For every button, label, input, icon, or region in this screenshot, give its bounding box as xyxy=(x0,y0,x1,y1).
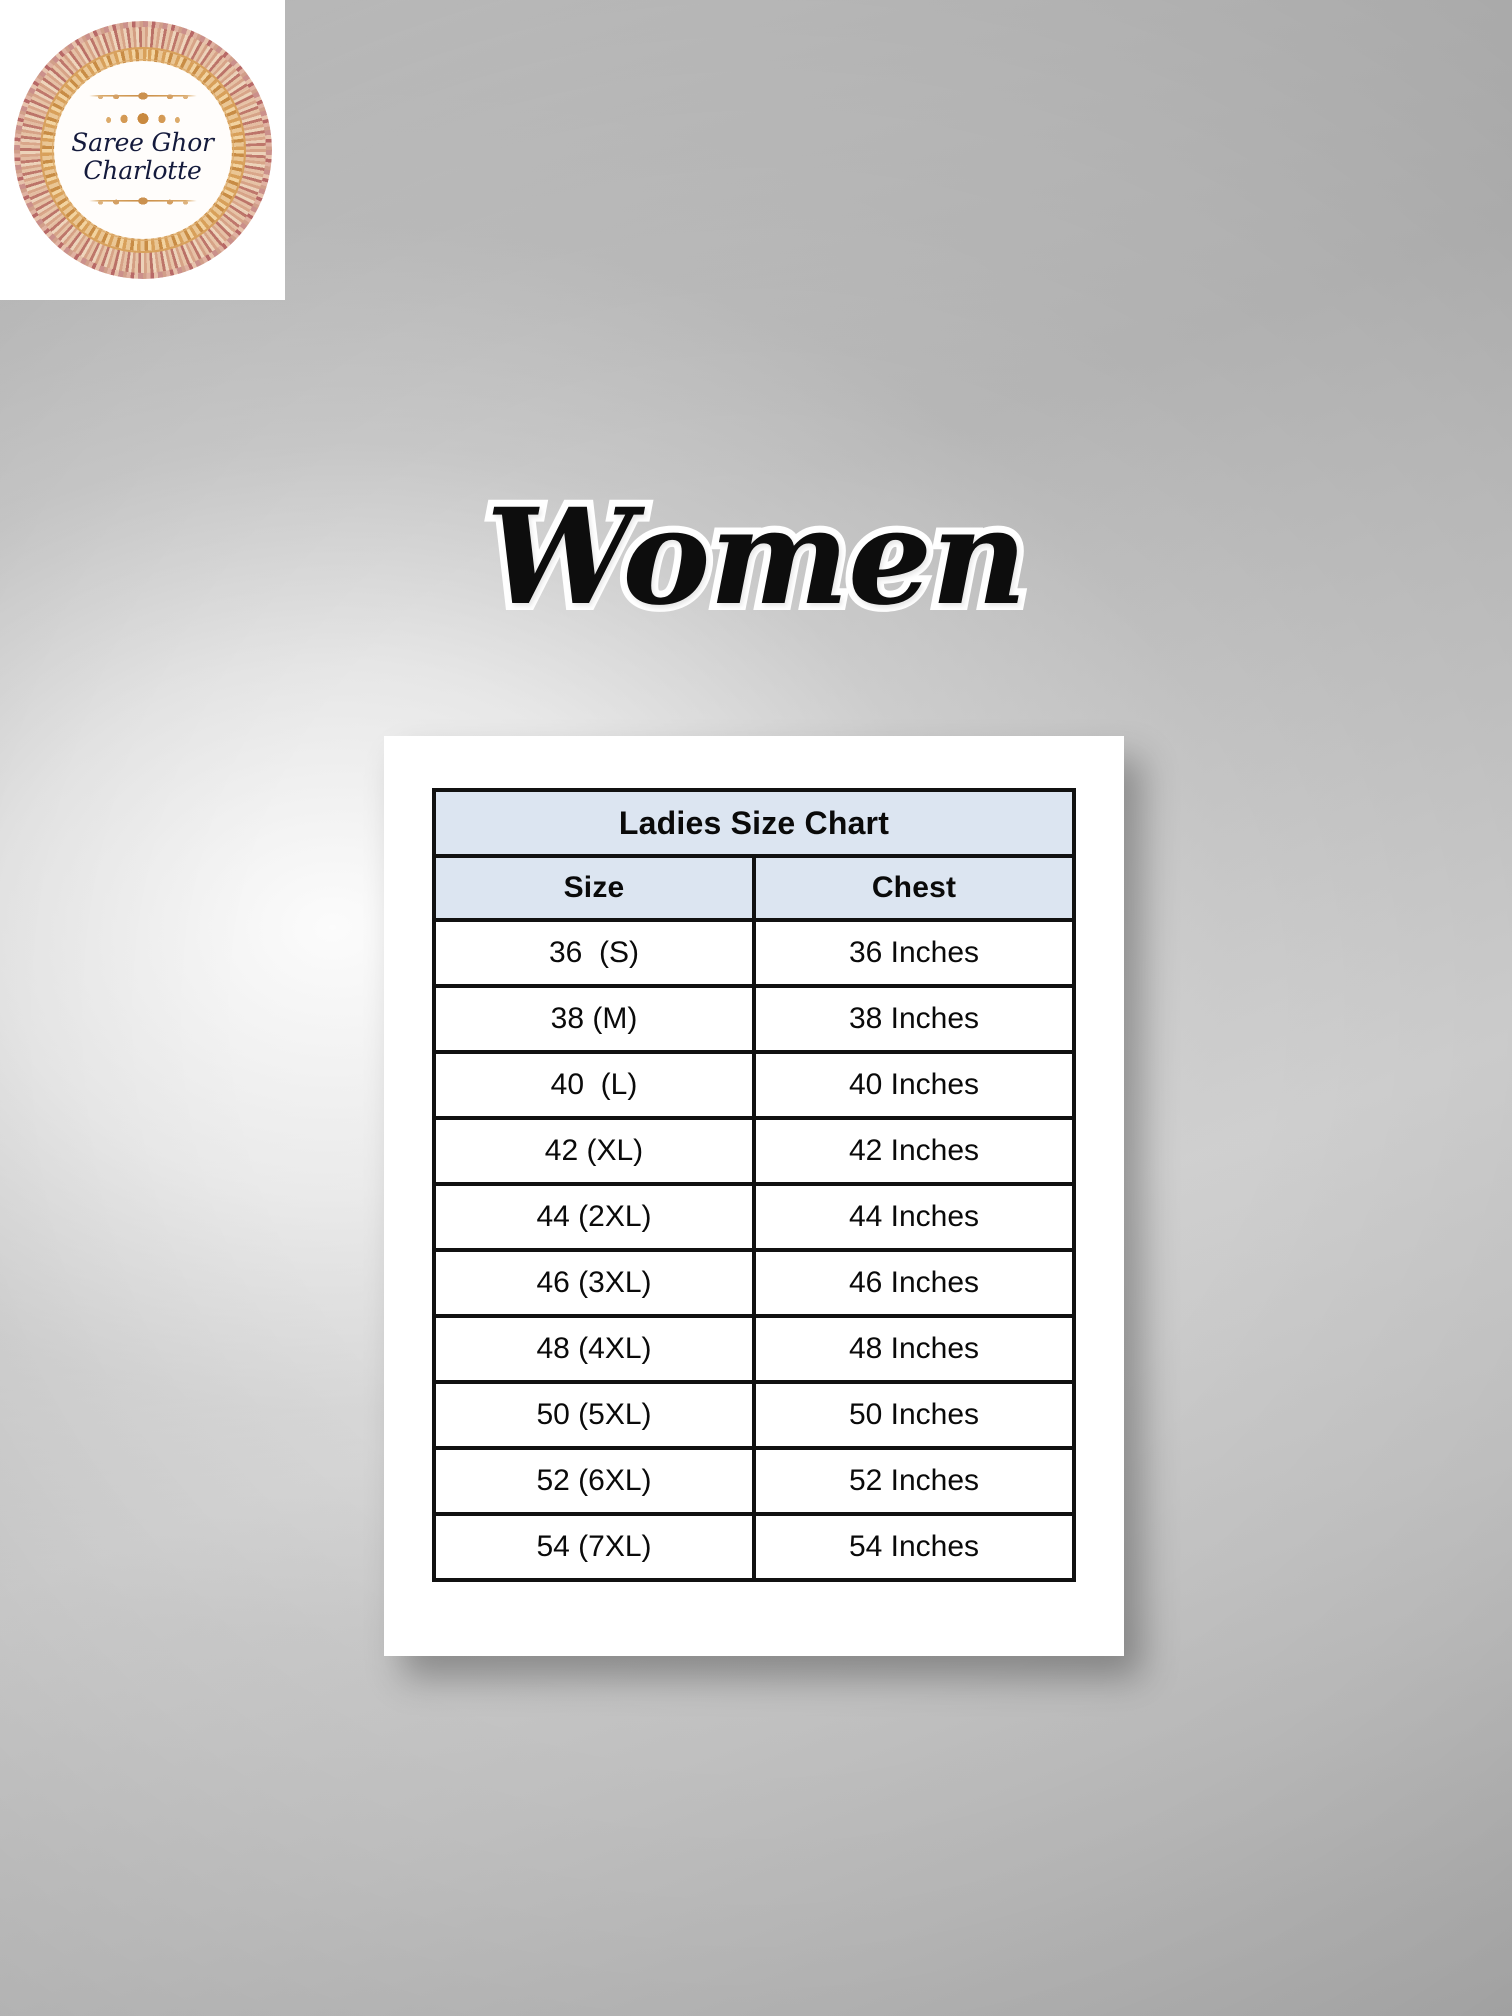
cell-size: 44 (2XL) xyxy=(432,1182,756,1252)
table-title-row: Ladies Size Chart xyxy=(432,788,1076,858)
cell-chest: 46 Inches xyxy=(752,1248,1076,1318)
medallion-inner-field: Saree Ghor Charlotte xyxy=(53,61,232,239)
medallion-thin-ring-inner xyxy=(51,59,234,241)
cell-chest: 36 Inches xyxy=(752,918,1076,988)
cell-chest: 52 Inches xyxy=(752,1446,1076,1516)
cell-chest: 54 Inches xyxy=(752,1512,1076,1582)
table-row: 48 (4XL) 48 Inches xyxy=(432,1314,1076,1384)
cell-size: 40 (L) xyxy=(432,1050,756,1120)
cell-chest: 38 Inches xyxy=(752,984,1076,1054)
brand-name-line1: Saree Ghor xyxy=(71,128,214,157)
crown-ornament-icon xyxy=(99,106,186,124)
table-row: 50 (5XL) 50 Inches xyxy=(432,1380,1076,1450)
table-row: 42 (XL) 42 Inches xyxy=(432,1116,1076,1186)
cell-size: 38 (M) xyxy=(432,984,756,1054)
cell-size: 54 (7XL) xyxy=(432,1512,756,1582)
table-row: 44 (2XL) 44 Inches xyxy=(432,1182,1076,1252)
cell-size: 50 (5XL) xyxy=(432,1380,756,1450)
flourish-top-icon xyxy=(86,88,199,104)
cell-size: 42 (XL) xyxy=(432,1116,756,1186)
mandala-medallion-icon: Saree Ghor Charlotte xyxy=(13,21,272,279)
table-row: 54 (7XL) 54 Inches xyxy=(432,1512,1076,1582)
cell-size: 52 (6XL) xyxy=(432,1446,756,1516)
cell-size: 36 (S) xyxy=(432,918,756,988)
cell-chest: 48 Inches xyxy=(752,1314,1076,1384)
table-row: 46 (3XL) 46 Inches xyxy=(432,1248,1076,1318)
brand-logo-badge: Saree Ghor Charlotte xyxy=(0,0,285,300)
brand-name-line2: Charlotte xyxy=(83,156,202,185)
brand-name: Saree Ghor Charlotte xyxy=(71,129,214,185)
cell-size: 46 (3XL) xyxy=(432,1248,756,1318)
page-title: Women xyxy=(479,480,1034,635)
table-row: 38 (M) 38 Inches xyxy=(432,984,1076,1054)
column-header-size: Size xyxy=(432,854,756,922)
cell-chest: 50 Inches xyxy=(752,1380,1076,1450)
cell-chest: 40 Inches xyxy=(752,1050,1076,1120)
size-chart-card: Ladies Size Chart Size Chest 36 (S) 36 I… xyxy=(384,736,1124,1656)
cell-chest: 44 Inches xyxy=(752,1182,1076,1252)
column-header-chest: Chest xyxy=(752,854,1076,922)
table-title-cell: Ladies Size Chart xyxy=(432,788,1076,858)
table-row: 36 (S) 36 Inches xyxy=(432,918,1076,988)
table-header-row: Size Chest xyxy=(432,854,1076,922)
table-body: Ladies Size Chart Size Chest 36 (S) 36 I… xyxy=(432,788,1076,1582)
ladies-size-chart-table: Ladies Size Chart Size Chest 36 (S) 36 I… xyxy=(432,788,1076,1582)
table-row: 52 (6XL) 52 Inches xyxy=(432,1446,1076,1516)
cell-chest: 42 Inches xyxy=(752,1116,1076,1186)
table-row: 40 (L) 40 Inches xyxy=(432,1050,1076,1120)
flourish-bottom-icon xyxy=(86,190,199,212)
cell-size: 48 (4XL) xyxy=(432,1314,756,1384)
medallion-thin-ring xyxy=(39,47,246,253)
